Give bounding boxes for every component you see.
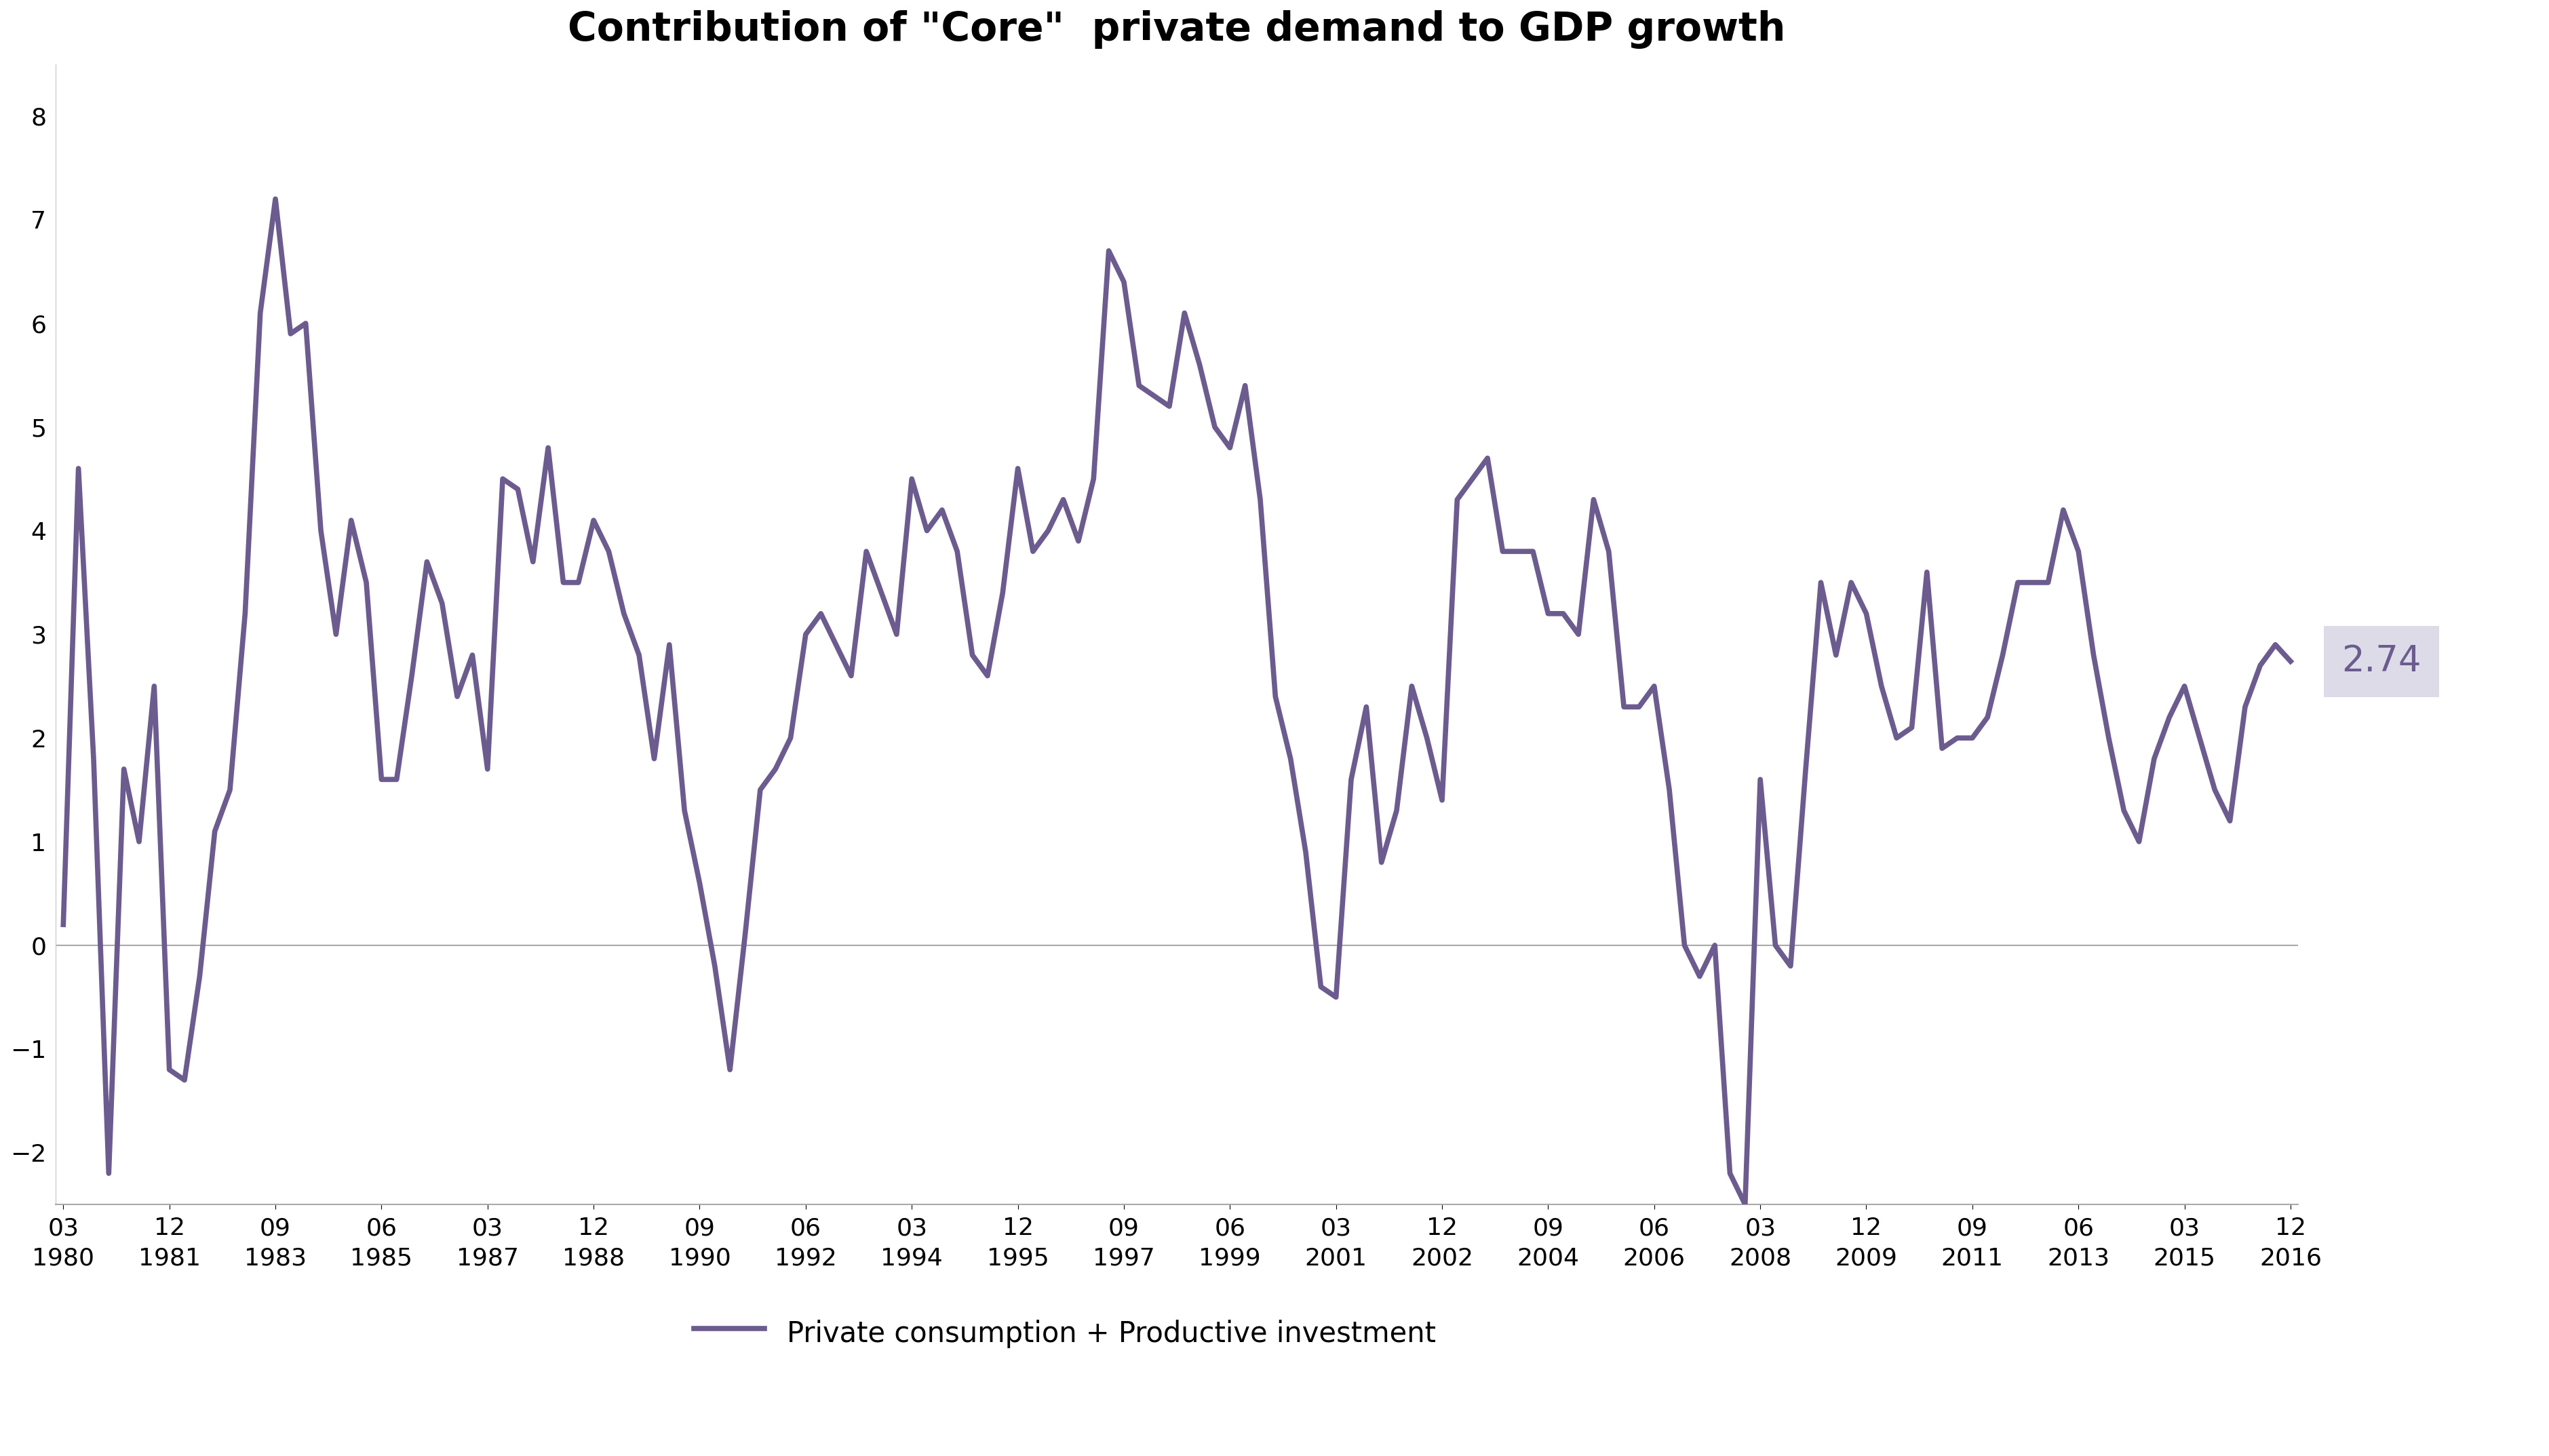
Text: 2.74: 2.74 <box>2343 644 2422 678</box>
Legend: Private consumption + Productive investment: Private consumption + Productive investm… <box>683 1305 1448 1361</box>
Title: Contribution of "Core"  private demand to GDP growth: Contribution of "Core" private demand to… <box>568 10 1787 50</box>
